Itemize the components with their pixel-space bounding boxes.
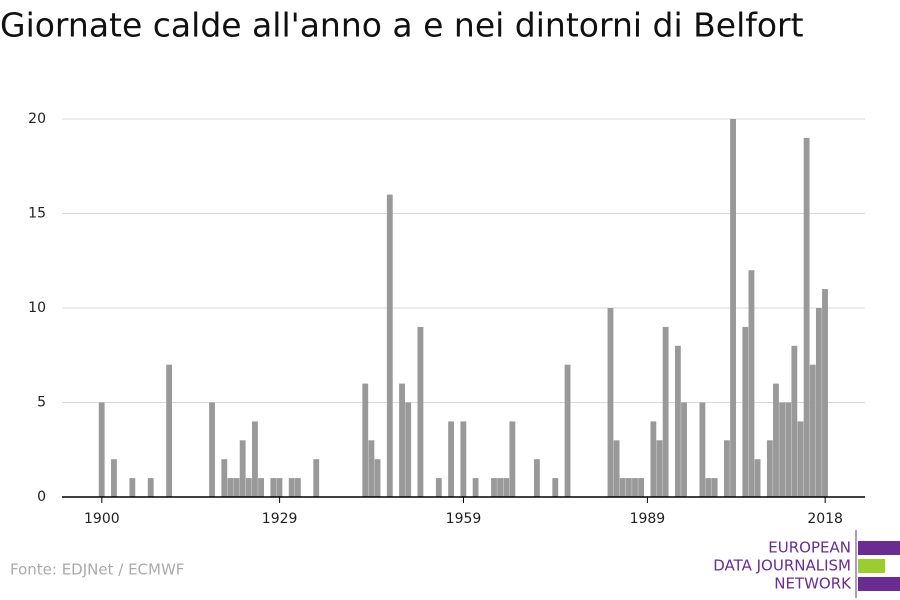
bar [129, 478, 136, 497]
y-tick-label: 0 [37, 489, 46, 505]
bar [815, 308, 822, 497]
bar [773, 383, 779, 497]
bar [607, 308, 614, 497]
bar [417, 326, 424, 497]
bar [368, 440, 375, 497]
bar [252, 421, 258, 497]
bar [472, 478, 479, 497]
bar [221, 459, 228, 497]
bar [111, 459, 117, 497]
bar [399, 383, 405, 497]
x-tick-label: 1900 [84, 511, 120, 527]
bar [209, 402, 215, 497]
bar [98, 402, 105, 497]
bar [730, 119, 736, 497]
y-tick-label: 15 [28, 206, 46, 222]
logo-bar [858, 559, 885, 573]
bar [822, 289, 828, 497]
y-tick-label: 10 [28, 300, 46, 316]
bar [386, 194, 393, 497]
bar [239, 440, 246, 497]
bar [497, 478, 504, 497]
bar [270, 478, 277, 497]
bar [362, 383, 369, 497]
bar [509, 421, 516, 497]
bar [491, 478, 497, 497]
logo-text: NETWORK [774, 575, 852, 593]
bar [674, 345, 681, 497]
bar [227, 478, 234, 497]
bar [233, 478, 240, 497]
bar [147, 478, 154, 497]
logo-text: DATA JOURNALISM [713, 557, 851, 575]
bar [374, 459, 381, 497]
bar [785, 402, 792, 497]
bar [754, 459, 761, 497]
bar [448, 421, 455, 497]
bar [405, 402, 412, 497]
bar [705, 478, 712, 497]
bar [613, 440, 620, 497]
bar [809, 364, 816, 497]
bar [258, 478, 264, 497]
logo-text: EUROPEAN [768, 539, 851, 557]
bar [245, 478, 252, 497]
bar [294, 478, 301, 497]
bar [724, 440, 730, 497]
bar [276, 478, 283, 497]
bar [791, 345, 798, 497]
bar [797, 421, 804, 497]
x-tick-label: 1989 [630, 511, 666, 527]
x-tick-label: 1929 [262, 511, 298, 527]
bar [779, 402, 786, 497]
bar [742, 326, 749, 497]
bar [766, 440, 773, 497]
bar [533, 459, 540, 497]
source: Fonte: EDJNet / ECMWF [10, 561, 184, 579]
bar [503, 478, 510, 497]
logo: EUROPEAN DATA JOURNALISM NETWORK [713, 530, 900, 598]
bar [564, 364, 571, 497]
bar [625, 478, 632, 497]
bar [803, 137, 810, 497]
x-tick-label: 1959 [446, 511, 482, 527]
bar [552, 478, 559, 497]
bar [681, 402, 687, 497]
bar [632, 478, 638, 497]
logo-bar [858, 541, 900, 555]
bar [650, 421, 657, 497]
bar [662, 326, 669, 497]
bar [435, 478, 442, 497]
bar [288, 478, 295, 497]
bar [313, 459, 320, 497]
bar [460, 421, 467, 497]
bar [638, 478, 645, 497]
bar [699, 402, 706, 497]
bar [166, 364, 173, 497]
bar [711, 478, 718, 497]
bar [748, 270, 755, 497]
bar [656, 440, 663, 497]
y-tick-label: 5 [37, 395, 46, 411]
bar [619, 478, 626, 497]
logo-bar [858, 577, 900, 591]
x-tick-label: 2018 [807, 511, 843, 527]
y-tick-label: 20 [28, 111, 46, 127]
chart-title: Giornate calde all'anno a e nei dintorni… [0, 6, 804, 45]
